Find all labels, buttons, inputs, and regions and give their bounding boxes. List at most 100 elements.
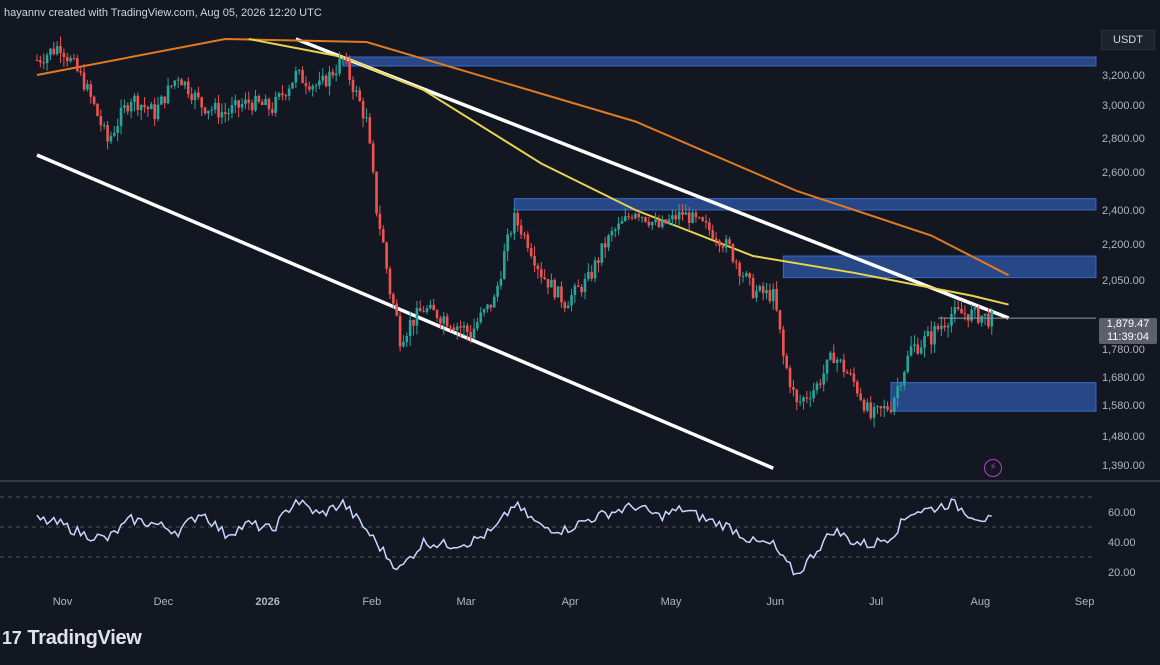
- quote-unit-label[interactable]: USDT: [1101, 30, 1155, 50]
- candle-body: [489, 304, 493, 308]
- lightning-icon[interactable]: ⚡: [984, 459, 1002, 477]
- candle-body: [882, 406, 886, 409]
- candle-body: [734, 261, 738, 263]
- candle-body: [903, 371, 906, 386]
- candle-body: [795, 389, 799, 403]
- candle-body: [906, 355, 910, 372]
- price-chart[interactable]: 3,200.00 3,000.00 2,800.00 2,600.00 2,400.00…: [0, 0, 1160, 612]
- candle-body: [462, 325, 466, 328]
- candle-body: [86, 84, 89, 90]
- candle-body: [156, 104, 160, 120]
- candle-body: [348, 60, 351, 80]
- tradingview-logo[interactable]: 17 TradingView: [2, 627, 142, 650]
- candle-body: [640, 217, 644, 219]
- candle-body: [644, 217, 647, 222]
- candle-body: [223, 112, 227, 114]
- candle-body: [566, 305, 570, 309]
- candle-body: [650, 221, 654, 226]
- candle-body: [271, 109, 274, 113]
- supply-demand-zone-2: [513, 198, 1097, 211]
- candle-body: [533, 256, 536, 266]
- price-axis-tick: 3,200.00: [1102, 70, 1145, 82]
- time-axis-tick: May: [661, 596, 682, 608]
- candle-body: [950, 313, 953, 326]
- candle-body: [186, 81, 190, 95]
- candle-body: [808, 398, 812, 400]
- candle-body: [291, 82, 294, 89]
- candle-body: [176, 79, 180, 81]
- candle-body: [180, 79, 183, 86]
- price-axis-tick: 1,680.00: [1102, 372, 1145, 384]
- rsi-axis-tick: 60.00: [1108, 507, 1136, 519]
- time-axis-tick: Jun: [766, 596, 784, 608]
- candle-body: [358, 90, 362, 102]
- candle-body: [398, 315, 402, 347]
- candle-body: [39, 60, 42, 63]
- candle-body: [368, 117, 372, 144]
- time-axis-tick: Mar: [456, 596, 475, 608]
- candle-body: [237, 100, 240, 108]
- candle-body: [509, 233, 513, 235]
- candle-body: [452, 327, 456, 331]
- supply-demand-zone-3: [782, 255, 1097, 279]
- candle-body: [859, 393, 862, 400]
- candle-body: [143, 104, 146, 107]
- candle-body: [741, 275, 745, 277]
- candle-body: [990, 311, 994, 327]
- candle-body: [923, 336, 926, 348]
- candle-body: [765, 290, 768, 294]
- candle-body: [704, 220, 708, 223]
- candle-body: [284, 95, 288, 97]
- candle-body: [966, 314, 970, 321]
- candle-body: [849, 373, 852, 375]
- candle-body: [956, 307, 960, 309]
- candle-body: [694, 212, 698, 218]
- candle-body: [287, 88, 291, 96]
- candle-body: [92, 96, 96, 104]
- candle-body: [876, 406, 879, 408]
- candle-body: [630, 217, 634, 219]
- candle-body: [536, 265, 540, 270]
- candle-body: [788, 368, 792, 388]
- candle-body: [607, 235, 610, 248]
- candle-body: [119, 107, 123, 127]
- candle-body: [496, 285, 499, 297]
- candle-body: [896, 386, 899, 399]
- candle-body: [782, 329, 785, 357]
- candle-body: [193, 92, 197, 101]
- candle-body: [872, 407, 876, 418]
- candle-body: [96, 103, 99, 116]
- time-axis-tick: Aug: [971, 596, 991, 608]
- candle-body: [835, 359, 839, 363]
- candle-body: [624, 216, 627, 222]
- candle-body: [728, 239, 731, 244]
- footer: 17 TradingView: [0, 612, 1160, 665]
- candle-body: [926, 331, 930, 337]
- candle-body: [324, 75, 328, 87]
- candle-body: [230, 105, 234, 114]
- candle-body: [321, 75, 325, 81]
- candle-body: [667, 219, 671, 224]
- candle-body: [267, 99, 271, 110]
- candle-body: [970, 309, 973, 321]
- candle-body: [539, 269, 543, 278]
- candle-body: [210, 109, 214, 111]
- candle-body: [149, 104, 153, 110]
- candle-body: [610, 231, 614, 236]
- candle-body: [677, 211, 681, 220]
- moving-average-1: [36, 37, 1010, 277]
- candle-body: [845, 372, 849, 374]
- candle-body: [139, 104, 143, 111]
- candle-body: [318, 80, 321, 86]
- candle-body: [627, 216, 630, 218]
- candle-body: [600, 243, 604, 263]
- candle-body: [385, 242, 388, 269]
- candle-body: [200, 97, 204, 108]
- candle-body: [724, 239, 728, 248]
- candle-body: [311, 86, 314, 90]
- candle-body: [472, 328, 476, 339]
- channel-trendline-2: [36, 153, 774, 470]
- candle-body: [748, 273, 752, 278]
- candle-body: [738, 262, 741, 277]
- time-axis-tick: 2026: [255, 596, 279, 608]
